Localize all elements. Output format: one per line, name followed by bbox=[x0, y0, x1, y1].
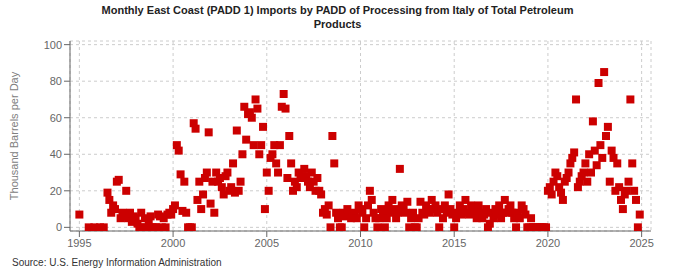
svg-text:20: 20 bbox=[50, 185, 62, 197]
svg-text:2020: 2020 bbox=[536, 237, 560, 249]
svg-text:2000: 2000 bbox=[161, 237, 185, 249]
svg-text:2025: 2025 bbox=[629, 237, 653, 249]
svg-text:2005: 2005 bbox=[255, 237, 279, 249]
svg-text:Thousand Barrels per Day: Thousand Barrels per Day bbox=[8, 71, 20, 200]
svg-text:80: 80 bbox=[50, 75, 62, 87]
html-text:Monthly East Coast (PADD 1) Im: Monthly East Coast (PADD 1) Imports by P… bbox=[101, 4, 574, 16]
html-text:Source: U.S. Energy Informatio: Source: U.S. Energy Information Administ… bbox=[12, 257, 222, 268]
svg-text:1995: 1995 bbox=[67, 237, 91, 249]
svg-text:100: 100 bbox=[44, 39, 62, 51]
svg-text:40: 40 bbox=[50, 148, 62, 160]
svg-text:2010: 2010 bbox=[348, 237, 372, 249]
svg-text:60: 60 bbox=[50, 112, 62, 124]
html-text:Products: Products bbox=[313, 18, 362, 30]
svg-text:2015: 2015 bbox=[442, 237, 466, 249]
svg-text:0: 0 bbox=[56, 221, 62, 233]
